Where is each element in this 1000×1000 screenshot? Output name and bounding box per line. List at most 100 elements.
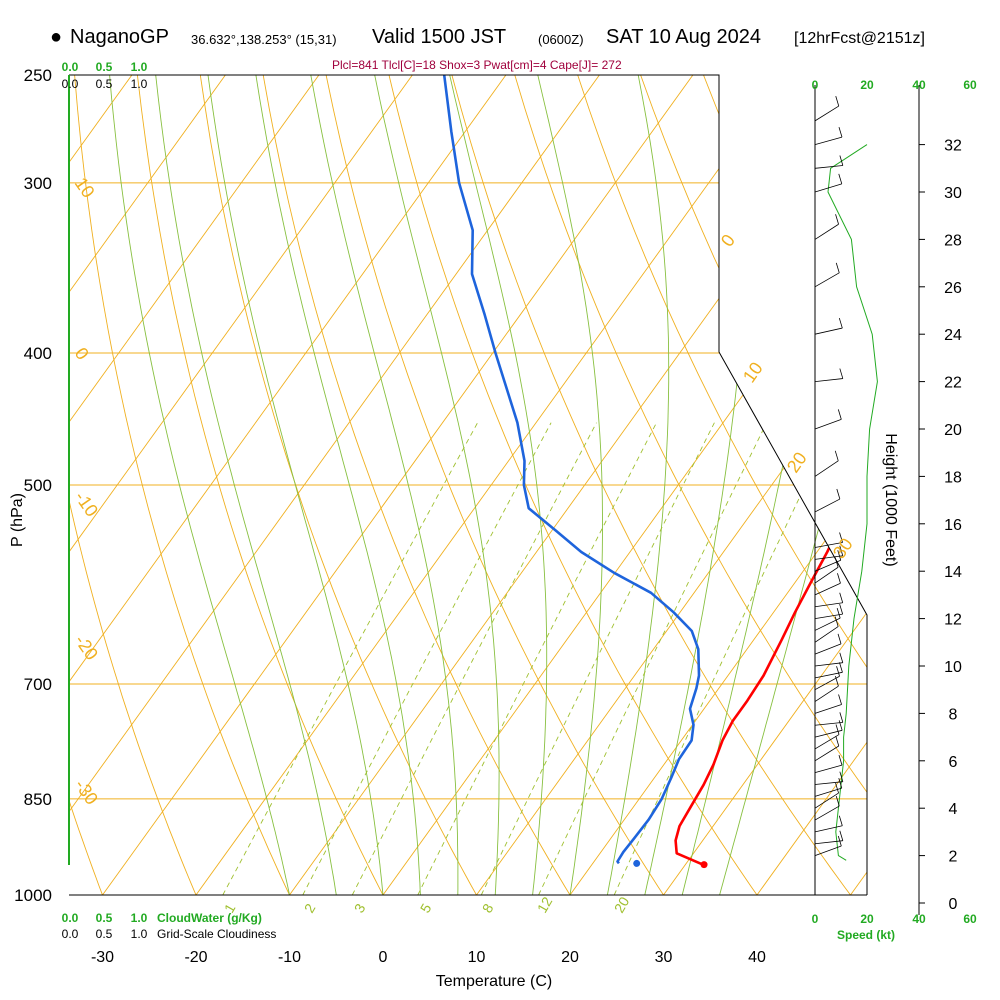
sounding-parameters: Plcl=841 Tlcl[C]=18 Shox=3 Pwat[cm]=4 Ca… bbox=[332, 58, 622, 72]
wind-barb bbox=[814, 787, 842, 797]
wind-barb bbox=[814, 378, 843, 382]
temperature-tick-label: 10 bbox=[468, 949, 486, 966]
pressure-tick-label: 850 bbox=[24, 790, 52, 809]
valid-time: Valid 1500 JST bbox=[372, 26, 507, 48]
dry-adiabat-label: -20 bbox=[71, 631, 102, 664]
moist-adiabat-line bbox=[537, 75, 603, 895]
wind-panel bbox=[814, 95, 878, 861]
pressure-tick-label: 500 bbox=[24, 476, 52, 495]
wind-barb bbox=[814, 825, 843, 833]
wind-barb-flag bbox=[834, 616, 839, 627]
speed-scale-top-label: 40 bbox=[912, 78, 926, 92]
pressure-tick-label: 700 bbox=[24, 675, 52, 694]
wind-barb bbox=[814, 555, 843, 560]
wind-barb bbox=[814, 559, 841, 572]
pressure-tick-label: 1000 bbox=[14, 886, 52, 905]
wind-barb bbox=[814, 671, 843, 679]
wind-barb-flag bbox=[839, 652, 844, 663]
wind-barb bbox=[814, 721, 843, 726]
isotherm-line bbox=[69, 75, 507, 895]
temperature-tick-label: 40 bbox=[748, 949, 766, 966]
dry-adiabat-label: -10 bbox=[71, 488, 102, 521]
valid-date: SAT 10 Aug 2024 bbox=[606, 26, 761, 48]
speed-scale-bottom-label: 60 bbox=[963, 912, 977, 926]
wind-barb bbox=[814, 136, 843, 145]
isotherm-label: 30 bbox=[829, 534, 857, 562]
wind-barb-flag bbox=[839, 771, 844, 782]
cloudiness-scale-top-label: 0.0 bbox=[62, 77, 79, 91]
isotherm-line bbox=[102, 75, 694, 895]
wind-barb-flag bbox=[838, 173, 843, 184]
wind-barb-flag bbox=[835, 262, 840, 273]
height-tick-label: 10 bbox=[944, 659, 962, 676]
isotherm-line bbox=[195, 75, 787, 895]
wind-barb-flag bbox=[835, 95, 840, 107]
wind-barb-flag bbox=[835, 782, 839, 794]
wind-barb bbox=[814, 840, 843, 845]
wind-barb bbox=[814, 566, 839, 584]
isotherm-line bbox=[69, 75, 413, 895]
cloudiness-scale-bottom-label: 0.0 bbox=[62, 927, 79, 941]
wind-barb-flag bbox=[835, 724, 840, 735]
moist-adiabat-line bbox=[449, 75, 548, 895]
temperature-tick-label: 30 bbox=[655, 949, 673, 966]
isotherm-label: 0 bbox=[717, 231, 739, 251]
cloudiness-scale-top-label: 1.0 bbox=[131, 77, 148, 91]
wind-barb bbox=[814, 272, 840, 288]
wind-barb-flag bbox=[838, 720, 843, 731]
speed-axis-title: Speed (kt) bbox=[837, 928, 895, 942]
surface-temperature-marker bbox=[700, 861, 708, 869]
wind-barb-flag bbox=[838, 317, 843, 329]
isotherm-line bbox=[69, 75, 226, 895]
surface-dewpoint-marker bbox=[633, 859, 641, 867]
cloudwater-scale-bottom-label: 0.0 bbox=[62, 911, 79, 925]
temperature-tick-label: 0 bbox=[379, 949, 388, 966]
cloudwater-scale-top-label: 1.0 bbox=[131, 60, 148, 74]
wind-barb bbox=[814, 165, 843, 169]
wind-barb-flag bbox=[839, 830, 844, 841]
mixing-ratio-line bbox=[351, 422, 597, 895]
mixing-ratio-label: 3 bbox=[351, 901, 369, 916]
height-tick-label: 0 bbox=[949, 896, 958, 913]
moist-adiabat-line bbox=[255, 75, 421, 895]
wind-barb-flag bbox=[838, 755, 843, 766]
height-tick-label: 32 bbox=[944, 138, 962, 155]
isotherm-line bbox=[69, 75, 600, 895]
cloudiness-title: Grid-Scale Cloudiness bbox=[157, 927, 276, 941]
height-tick-label: 8 bbox=[949, 706, 958, 723]
mixing-ratio-line bbox=[302, 422, 552, 895]
mixing-ratio-line bbox=[417, 422, 657, 895]
wind-barb bbox=[814, 582, 841, 596]
moist-adiabat-line bbox=[606, 75, 670, 895]
mixing-ratio-label: 12 bbox=[534, 894, 556, 916]
height-tick-label: 22 bbox=[944, 375, 962, 392]
wind-barb bbox=[814, 764, 843, 774]
height-tick-label: 14 bbox=[944, 564, 962, 581]
wind-barb bbox=[814, 223, 839, 240]
wind-barb bbox=[814, 327, 843, 335]
wind-barb-flag bbox=[838, 815, 843, 826]
isotherm-label: 10 bbox=[739, 358, 767, 386]
wind-barb-flag bbox=[839, 155, 844, 166]
height-tick-label: 18 bbox=[944, 469, 962, 486]
moist-adiabat-line bbox=[109, 75, 290, 895]
temperature-tick-label: -10 bbox=[278, 949, 301, 966]
dry-adiabat-line bbox=[325, 75, 664, 895]
dry-adiabat-line bbox=[74, 75, 290, 895]
speed-scale-bottom-label: 20 bbox=[860, 912, 874, 926]
cloudiness-scale-bottom-label: 0.5 bbox=[96, 927, 113, 941]
temperature-line bbox=[674, 75, 852, 866]
moist-adiabat-line bbox=[719, 75, 867, 895]
speed-scale-bottom-label: 40 bbox=[912, 912, 926, 926]
wind-barb bbox=[814, 662, 843, 667]
speed-scale-bottom-label: 0 bbox=[812, 912, 819, 926]
cloudwater-scale-top-label: 0.0 bbox=[62, 60, 79, 74]
cloudwater-scale-bottom-label: 0.5 bbox=[96, 911, 113, 925]
isotherm-line bbox=[69, 75, 320, 895]
speed-scale-top-label: 20 bbox=[860, 78, 874, 92]
isotherm-line bbox=[476, 75, 867, 895]
wind-barb-flag bbox=[837, 409, 842, 420]
dry-adiabat-line bbox=[0, 75, 9, 895]
wind-barb-flag bbox=[839, 368, 844, 379]
height-tick-label: 30 bbox=[944, 185, 962, 202]
